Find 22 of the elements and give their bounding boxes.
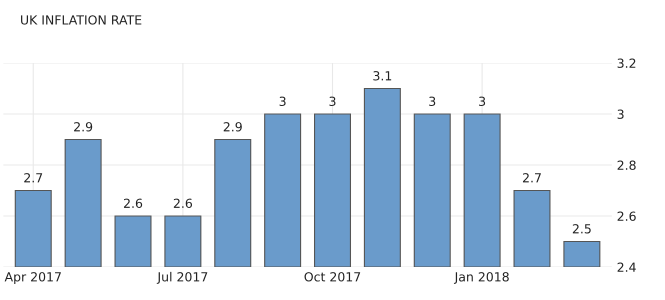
y-tick-label: 2.4 — [618, 262, 636, 272]
y-tick-label: 3.2 — [618, 58, 636, 68]
y-tick-label: 2.8 — [618, 160, 636, 170]
data-label: 2.9 — [74, 122, 92, 132]
x-tick-label: Apr 2017 — [4, 272, 61, 284]
data-label: 3.1 — [373, 71, 392, 81]
y-tick-label: 3 — [618, 109, 624, 119]
data-label: 3 — [429, 96, 436, 106]
data-label: 3 — [329, 96, 336, 106]
chart-title: UK INFLATION RATE — [21, 15, 142, 25]
data-label: 2.5 — [572, 224, 591, 234]
data-label: 2.6 — [124, 198, 142, 208]
data-label: 2.7 — [24, 173, 42, 182]
x-tick-label: Jan 2018 — [454, 272, 509, 284]
data-label: 2.9 — [224, 122, 242, 132]
data-label: 2.7 — [522, 173, 541, 182]
y-tick-label: 2.6 — [618, 211, 636, 221]
x-tick-label: Oct 2017 — [304, 272, 360, 282]
data-label: 3 — [280, 96, 286, 106]
data-label: 2.6 — [174, 198, 192, 208]
data-label: 3 — [479, 96, 486, 106]
x-tick-label: Jul 2017 — [156, 272, 208, 284]
